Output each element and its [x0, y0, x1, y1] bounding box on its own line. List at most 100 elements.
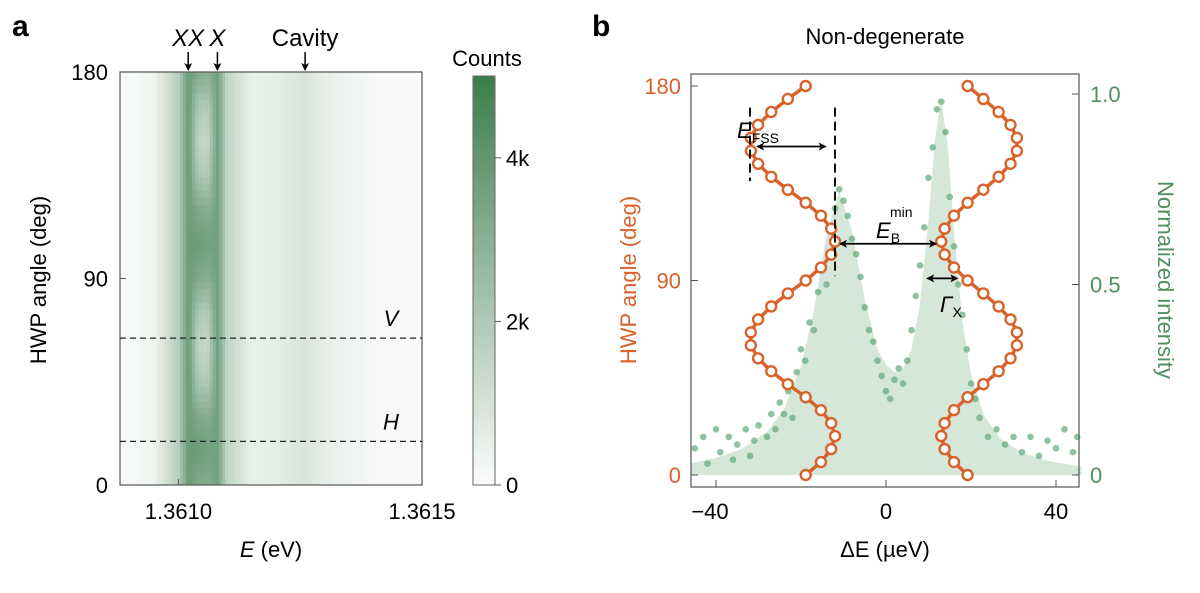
- heatmap-cell: [126, 128, 130, 136]
- heatmap-cell: [249, 324, 253, 332]
- heatmap-cell: [201, 142, 205, 150]
- heatmap-cell: [264, 310, 268, 318]
- heatmap-cell: [369, 142, 373, 150]
- heatmap-cell: [180, 240, 184, 248]
- heatmap-cell: [321, 100, 325, 108]
- heatmap-cell: [396, 149, 400, 157]
- heatmap-cell: [288, 275, 292, 283]
- heatmap-cell: [267, 338, 271, 346]
- heatmap-cell: [255, 366, 259, 374]
- heatmap-cell: [408, 107, 412, 115]
- heatmap-cell: [279, 149, 283, 157]
- heatmap-cell: [315, 401, 319, 409]
- heatmap-cell: [294, 275, 298, 283]
- heatmap-cell: [180, 254, 184, 262]
- heatmap-cell: [255, 415, 259, 423]
- heatmap-cell: [321, 149, 325, 157]
- heatmap-cell: [279, 212, 283, 220]
- heatmap-cell: [180, 121, 184, 129]
- heatmap-cell: [327, 324, 331, 332]
- heatmap-cell: [414, 135, 418, 143]
- heatmap-cell: [411, 163, 415, 171]
- heatmap-cell: [255, 401, 259, 409]
- heatmap-cell: [183, 219, 187, 227]
- heatmap-cell: [207, 149, 211, 157]
- heatmap-cell: [357, 275, 361, 283]
- heatmap-cell: [183, 352, 187, 360]
- heatmap-cell: [390, 219, 394, 227]
- heatmap-cell: [258, 93, 262, 101]
- heatmap-cell: [333, 359, 337, 367]
- heatmap-cell: [246, 93, 250, 101]
- heatmap-cell: [375, 107, 379, 115]
- heatmap-cell: [231, 114, 235, 122]
- heatmap-cell: [228, 268, 232, 276]
- heatmap-cell: [267, 380, 271, 388]
- heatmap-cell: [354, 86, 358, 94]
- heatmap-cell: [285, 387, 289, 395]
- heatmap-cell: [216, 324, 220, 332]
- heatmap-cell: [165, 366, 169, 374]
- heatmap-cell: [336, 254, 340, 262]
- heatmap-cell: [204, 310, 208, 318]
- heatmap-cell: [204, 149, 208, 157]
- heatmap-cell: [378, 72, 382, 80]
- heatmap-cell: [408, 79, 412, 87]
- heatmap-cell: [186, 394, 190, 402]
- heatmap-cell: [255, 324, 259, 332]
- heatmap-cell: [240, 394, 244, 402]
- heatmap-cell: [267, 233, 271, 241]
- heatmap-cell: [192, 205, 196, 213]
- heatmap-cell: [123, 233, 127, 241]
- heatmap-cell: [216, 289, 220, 297]
- heatmap-cell: [384, 93, 388, 101]
- heatmap-cell: [210, 387, 214, 395]
- heatmap-cell: [183, 282, 187, 290]
- heatmap-cell: [357, 93, 361, 101]
- heatmap-cell: [270, 261, 274, 269]
- heatmap-cell: [219, 324, 223, 332]
- heatmap-cell: [147, 352, 151, 360]
- heatmap-cell: [216, 401, 220, 409]
- heatmap-cell: [357, 219, 361, 227]
- heatmap-cell: [198, 184, 202, 192]
- heatmap-cell: [309, 408, 313, 416]
- heatmap-cell: [210, 275, 214, 283]
- heatmap-cell: [399, 184, 403, 192]
- heatmap-cell: [153, 121, 157, 129]
- heatmap-cell: [225, 282, 229, 290]
- heatmap-cell: [216, 156, 220, 164]
- heatmap-cell: [186, 338, 190, 346]
- heatmap-cell: [210, 380, 214, 388]
- heatmap-cell: [243, 352, 247, 360]
- heatmap-cell: [279, 191, 283, 199]
- heatmap-cell: [291, 261, 295, 269]
- heatmap-cell: [261, 100, 265, 108]
- heatmap-cell: [318, 100, 322, 108]
- heatmap-cell: [303, 401, 307, 409]
- heatmap-cell: [342, 219, 346, 227]
- heatmap-cell: [369, 128, 373, 136]
- heatmap-cell: [234, 149, 238, 157]
- heatmap-cell: [159, 275, 163, 283]
- heatmap-cell: [150, 373, 154, 381]
- heatmap-cell: [156, 156, 160, 164]
- heatmap-cell: [387, 86, 391, 94]
- heatmap-cell: [270, 212, 274, 220]
- heatmap-cell: [396, 205, 400, 213]
- heatmap-cell: [168, 170, 172, 178]
- heatmap-cell: [390, 352, 394, 360]
- heatmap-cell: [285, 275, 289, 283]
- heatmap-cell: [168, 338, 172, 346]
- heatmap-cell: [222, 387, 226, 395]
- heatmap-cell: [165, 324, 169, 332]
- heatmap-cell: [309, 93, 313, 101]
- heatmap-cell: [351, 219, 355, 227]
- heatmap-cell: [414, 226, 418, 234]
- heatmap-cell: [276, 72, 280, 80]
- heatmap-cell: [180, 380, 184, 388]
- heatmap-cell: [303, 114, 307, 122]
- heatmap-cell: [372, 128, 376, 136]
- heatmap-cell: [120, 156, 124, 164]
- heatmap-cell: [240, 380, 244, 388]
